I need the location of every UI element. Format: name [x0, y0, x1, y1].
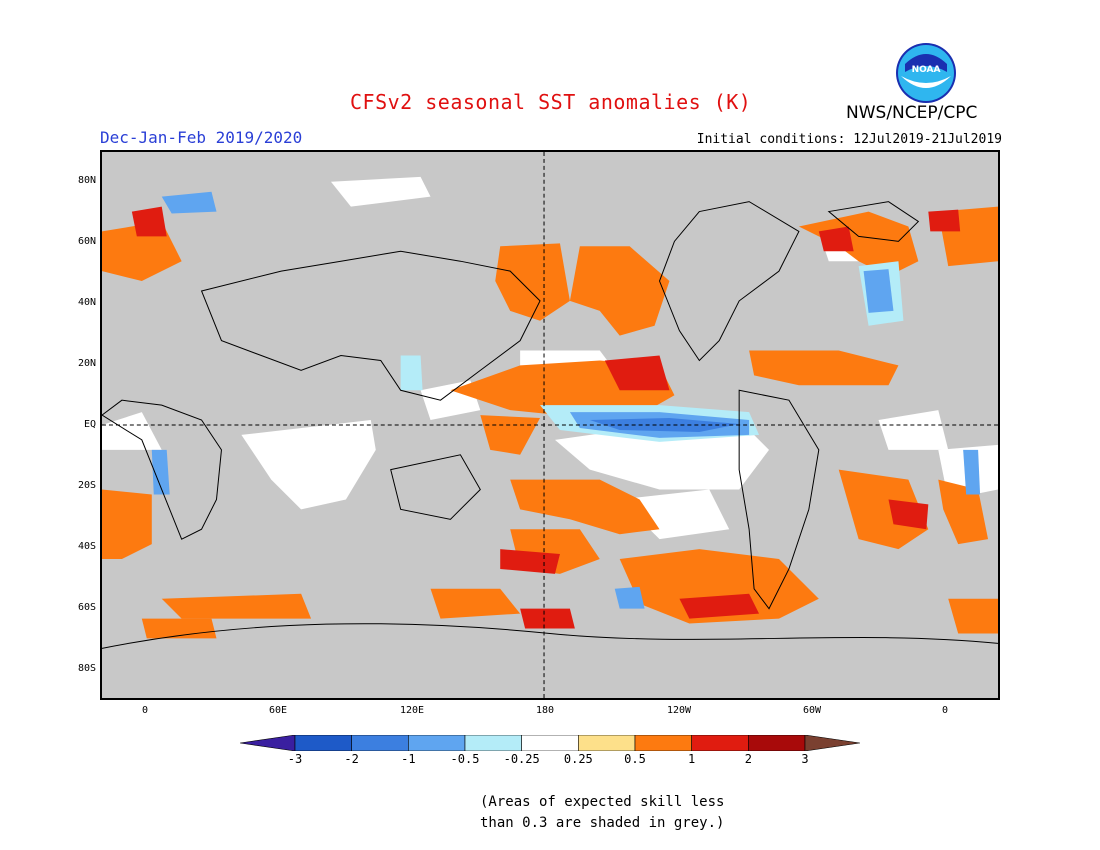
colorbar-tick-label: 0.5 — [624, 752, 646, 766]
color-bin — [521, 735, 579, 751]
color-bin — [351, 735, 409, 751]
initial-conditions-label: Initial conditions: 12Jul2019-21Jul2019 — [696, 132, 1002, 147]
noaa-logo: NOAA — [896, 43, 956, 103]
color-bin — [408, 735, 466, 751]
lon-label: 0 — [941, 705, 949, 716]
colorbar-tick-label: -1 — [401, 752, 416, 766]
strong-warm-regions — [131, 206, 961, 629]
lon-label: 120W — [666, 705, 692, 716]
lat-label: 80S — [77, 663, 96, 675]
lat-label: 20S — [77, 480, 96, 492]
color-bin — [240, 735, 296, 751]
color-bin — [634, 735, 692, 751]
lon-label: 60E — [268, 705, 288, 716]
lat-label: 40S — [77, 541, 96, 553]
agency-label: NWS/NCEP/CPC — [846, 103, 978, 123]
footnote-line-2: than 0.3 are shaded in grey.) — [480, 815, 725, 831]
colorbar-tick-label: -0.5 — [450, 752, 480, 766]
sst-anomaly-map — [100, 150, 1000, 700]
strong-cool-regions — [589, 418, 740, 432]
lat-label: 80N — [77, 174, 96, 186]
color-scale-bar — [240, 735, 860, 751]
colorbar-tick-label: 0.25 — [563, 752, 593, 766]
colorbar-tick-label: -2 — [344, 752, 359, 766]
colorbar-tick-label: -0.25 — [503, 752, 540, 766]
color-bin — [691, 735, 749, 751]
lat-label: 40N — [77, 296, 96, 308]
colorbar-tick-label: -3 — [287, 752, 303, 766]
lat-label: EQ — [83, 419, 96, 430]
chart-title: CFSv2 seasonal SST anomalies (K) — [350, 90, 752, 114]
coastlines — [102, 201, 998, 649]
logo-text: NOAA — [912, 65, 941, 75]
color-bin — [294, 735, 352, 751]
lon-label: 180 — [535, 705, 555, 716]
lat-label: 60S — [77, 602, 96, 614]
color-bin — [464, 735, 522, 751]
footnote: (Areas of expected skill less than 0.3 a… — [480, 792, 724, 834]
colorbar-tick-label: 3 — [801, 752, 809, 766]
lon-label: 0 — [141, 705, 149, 716]
color-bin — [578, 735, 636, 751]
lon-label: 60W — [802, 705, 822, 716]
lat-label: 20N — [77, 357, 96, 369]
lat-label: 60N — [77, 235, 96, 247]
colorbar-tick-label: 2 — [744, 752, 752, 766]
season-label: Dec-Jan-Feb 2019/2020 — [100, 128, 303, 147]
color-bin — [804, 735, 860, 751]
color-bin — [748, 735, 806, 751]
colorbar-tick-label: 1 — [688, 752, 696, 766]
lon-label: 120E — [399, 705, 425, 716]
footnote-line-1: (Areas of expected skill less — [480, 794, 725, 810]
